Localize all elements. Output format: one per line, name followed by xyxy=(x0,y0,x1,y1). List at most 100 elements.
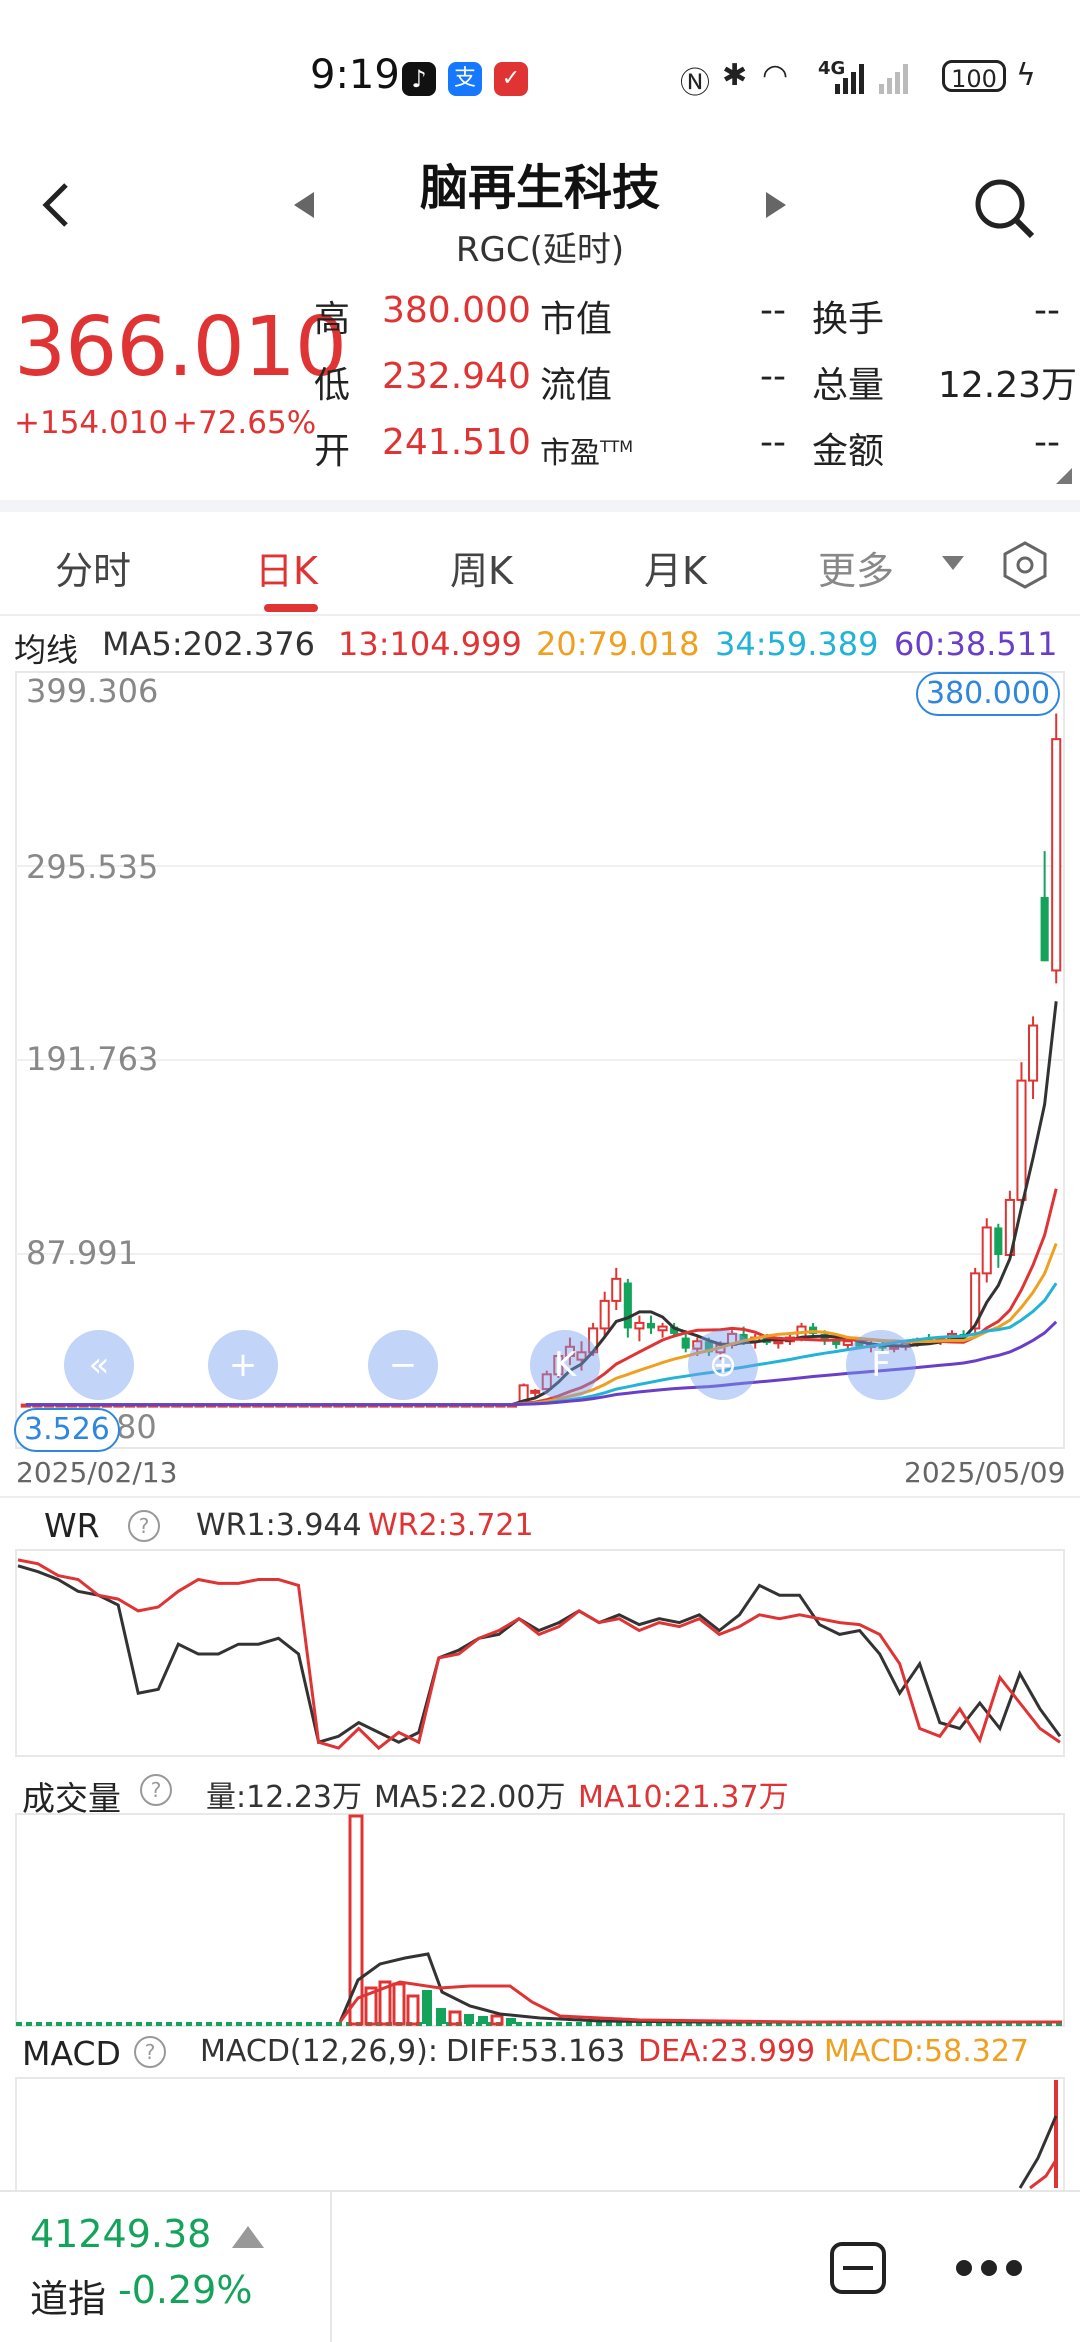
alipay-icon: 支 xyxy=(448,62,482,96)
candle-body xyxy=(773,1340,784,1345)
signal-icon xyxy=(835,64,908,94)
triangle-left-icon xyxy=(294,192,314,218)
candle-body xyxy=(994,1227,1003,1255)
wr-label: WR xyxy=(44,1506,100,1545)
high-label: 高 xyxy=(314,299,351,340)
zoom-in-button[interactable]: + xyxy=(208,1330,278,1400)
index-name: 道指 xyxy=(30,2277,107,2321)
ma60-value: 60:38.511 xyxy=(894,625,1058,663)
volume-ma5: MA5:22.00万 xyxy=(374,1780,566,1815)
y-tick-1: 399.306 xyxy=(26,672,159,710)
candle-body xyxy=(1040,897,1049,962)
candle-body xyxy=(553,1354,564,1376)
candle-body xyxy=(576,1351,587,1361)
page-subtitle: RGC(延时) xyxy=(455,230,625,270)
volume-help-icon[interactable]: ? xyxy=(140,1774,172,1806)
fullscreen-button[interactable]: F xyxy=(846,1330,916,1400)
macd-help-icon[interactable]: ? xyxy=(134,2036,166,2068)
tab-more[interactable]: 更多 xyxy=(818,549,895,593)
candle-body xyxy=(670,1326,679,1334)
candle-body xyxy=(623,1282,632,1329)
tab-divider xyxy=(0,614,1080,616)
volume-chart[interactable] xyxy=(0,1812,1080,2028)
pe-label: 市盈TTM xyxy=(540,436,634,471)
settings-hex-icon[interactable] xyxy=(1000,540,1050,590)
k-type-button[interactable]: K xyxy=(530,1330,600,1400)
indicator-button[interactable]: ⊕ xyxy=(688,1330,758,1400)
wr-help-icon[interactable]: ? xyxy=(128,1510,160,1542)
battery-icon: 100 xyxy=(942,60,1006,93)
wr-chart[interactable] xyxy=(0,1548,1080,1760)
volume-ma10: MA10:21.37万 xyxy=(578,1780,789,1815)
tab-monthly-k[interactable]: 月K xyxy=(644,549,707,593)
y-tick-3: 191.763 xyxy=(26,1040,159,1078)
tab-weekly-k[interactable]: 周K xyxy=(450,549,513,593)
triangle-right-icon xyxy=(766,192,786,218)
status-bar: 9:19 ♪ 支 ✓ Ⓝ ✱ ◠ 4G 100 ϟ xyxy=(0,0,1080,130)
prev-stock-button[interactable] xyxy=(292,190,318,224)
scroll-left-button[interactable]: « xyxy=(64,1330,134,1400)
high-marker: 380.000 xyxy=(916,672,1061,716)
open-label: 开 xyxy=(314,431,351,472)
x-start-date: 2025/02/13 xyxy=(16,1456,178,1489)
back-button[interactable] xyxy=(36,175,86,235)
volume-label: 总量 xyxy=(812,365,885,406)
candle-body xyxy=(611,1277,622,1302)
network-type: 4G xyxy=(818,58,846,79)
mktcap-value: -- xyxy=(760,290,786,331)
candle-body xyxy=(739,1333,748,1342)
search-icon xyxy=(975,179,1035,239)
candle-body xyxy=(704,1341,713,1353)
price-change-pct: +72.65% xyxy=(172,405,317,441)
expand-corner-icon[interactable] xyxy=(1056,468,1072,484)
search-button[interactable] xyxy=(972,176,1038,246)
float-value: -- xyxy=(760,356,786,397)
ma60-line xyxy=(25,1320,1058,1407)
volume-pane-label: 成交量 xyxy=(22,1779,121,1818)
zoom-out-button[interactable]: − xyxy=(368,1330,438,1400)
y-tick-2: 295.535 xyxy=(26,848,159,886)
candle-body xyxy=(564,1345,575,1357)
minimize-button[interactable] xyxy=(830,2242,886,2294)
price-change: +154.010 xyxy=(14,405,169,441)
candle-body xyxy=(842,1340,853,1346)
tab-intraday[interactable]: 分时 xyxy=(55,549,132,593)
kline-chart[interactable] xyxy=(0,670,1080,1460)
candle-body xyxy=(855,1341,864,1347)
candle-body xyxy=(832,1341,841,1345)
candle-body xyxy=(1028,1024,1039,1082)
index-value: 41249.38 xyxy=(30,2212,212,2256)
macd-dea: DEA:23.999 xyxy=(638,2034,816,2069)
ma-label: 均线 xyxy=(14,631,79,669)
low-value: 232.940 xyxy=(382,356,531,397)
bottom-index-bar[interactable]: 41249.38 道指 -0.29% xyxy=(0,2190,1080,2342)
next-stock-button[interactable] xyxy=(762,190,788,224)
ma34-value: 34:59.389 xyxy=(715,625,879,663)
candle-body xyxy=(657,1325,668,1332)
candle-body xyxy=(692,1340,703,1350)
more-options-button[interactable] xyxy=(954,2256,1024,2284)
ma20-value: 20:79.018 xyxy=(536,625,700,663)
macd-label: MACD xyxy=(22,2034,121,2073)
section-divider xyxy=(0,500,1080,512)
caret-down-icon[interactable] xyxy=(942,556,964,572)
bluetooth-icon: ✱ xyxy=(722,58,748,93)
candle-body xyxy=(681,1337,690,1349)
amount-value: -- xyxy=(1034,422,1060,463)
macd-chart[interactable] xyxy=(0,2076,1080,2190)
ma5-value: MA5:202.376 xyxy=(102,625,315,663)
candle-body xyxy=(530,1389,541,1394)
pe-superscript: TTM xyxy=(600,437,634,456)
pe-value: -- xyxy=(760,422,786,463)
wr2-line xyxy=(17,1558,1061,1751)
wifi-icon: ◠ xyxy=(762,58,789,93)
app-icon: ✓ xyxy=(494,62,528,96)
turnover-label: 换手 xyxy=(812,299,885,340)
tab-daily-k[interactable]: 日K xyxy=(255,549,318,593)
volume-value: 12.23万 xyxy=(938,365,1078,406)
triangle-up-icon xyxy=(232,2226,264,2248)
macd-params: MACD(12,26,9): xyxy=(200,2034,438,2069)
open-value: 241.510 xyxy=(382,422,531,463)
wr1-value: WR1:3.944 xyxy=(196,1508,362,1543)
candle-body xyxy=(970,1272,981,1330)
